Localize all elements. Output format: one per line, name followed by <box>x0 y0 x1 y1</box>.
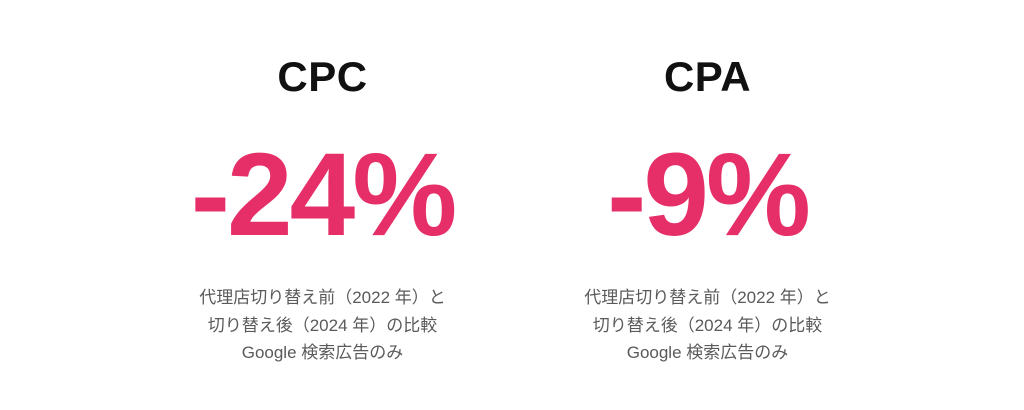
metrics-row: CPC -24% 代理店切り替え前（2022 年）と 切り替え後（2024 年）… <box>130 0 900 366</box>
metric-cpc-description: 代理店切り替え前（2022 年）と 切り替え後（2024 年）の比較 Googl… <box>130 284 515 366</box>
metric-cpa-description-line-1: 代理店切り替え前（2022 年）と <box>584 288 831 308</box>
metric-cpc-title: CPC <box>277 53 368 100</box>
metric-cpc-description-line-1: 代理店切り替え前（2022 年）と <box>199 288 446 308</box>
metric-cpa-description-line-3: Google 検索広告のみ <box>626 342 789 362</box>
metric-cpc-value: -24% <box>190 129 457 262</box>
metric-card-cpc: CPC -24% 代理店切り替え前（2022 年）と 切り替え後（2024 年）… <box>130 0 515 366</box>
metric-cpc-description-line-3: Google 検索広告のみ <box>241 342 404 362</box>
metric-cpc-description-line-2: 切り替え後（2024 年）の比較 <box>207 315 438 335</box>
metric-cpa-description: 代理店切り替え前（2022 年）と 切り替え後（2024 年）の比較 Googl… <box>515 284 900 366</box>
metric-cpa-title: CPA <box>663 53 752 100</box>
metric-cpa-description-line-2: 切り替え後（2024 年）の比較 <box>592 315 823 335</box>
metric-cpa-value: -9% <box>607 129 811 262</box>
metric-card-cpa: CPA -9% 代理店切り替え前（2022 年）と 切り替え後（2024 年）の… <box>515 0 900 366</box>
